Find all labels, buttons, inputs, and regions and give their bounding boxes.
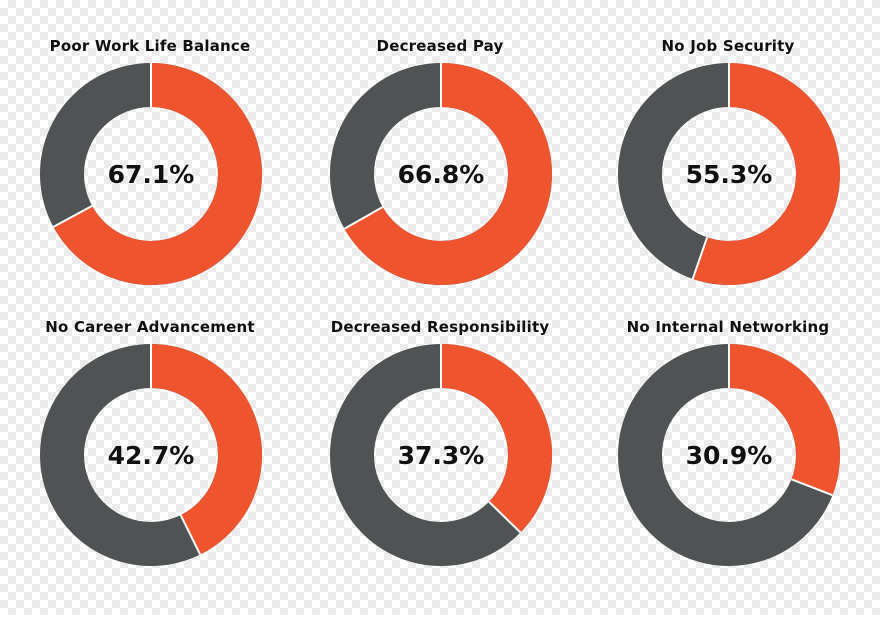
donut-chart-decreased-responsibility: Decreased Responsibility 37.3% xyxy=(295,281,585,566)
donut-chart-no-internal-networking: No Internal Networking 30.9% xyxy=(583,281,873,566)
footer-strip xyxy=(0,615,880,629)
arc-end-separator xyxy=(791,478,833,497)
chart-title: Decreased Responsibility xyxy=(330,318,550,336)
chart-title: Poor Work Life Balance xyxy=(49,37,251,55)
donut-svg: 42.7% xyxy=(40,344,262,566)
chart-title: Decreased Pay xyxy=(376,37,504,55)
chart-title: No Internal Networking xyxy=(626,318,830,336)
percentage-label: 42.7% xyxy=(108,441,195,470)
donut-chart-poor-work-life-balance: Poor Work Life Balance 67.1% xyxy=(5,0,295,285)
donut-svg: 30.9% xyxy=(618,344,840,566)
donut-value-arc xyxy=(440,344,552,533)
percentage-label: 55.3% xyxy=(686,160,773,189)
chart-title: No Job Security xyxy=(661,37,795,55)
donut-svg: 37.3% xyxy=(330,344,552,566)
arc-end-separator xyxy=(488,501,522,534)
percentage-label: 37.3% xyxy=(398,441,485,470)
donut-value-arc xyxy=(692,63,840,285)
arc-end-separator xyxy=(179,514,202,555)
donut-value-arc xyxy=(150,344,262,555)
donut-chart-no-job-security: No Job Security 55.3% xyxy=(583,0,873,285)
percentage-label: 66.8% xyxy=(398,160,485,189)
donut-value-arc xyxy=(53,63,262,285)
donut-chart-no-career-advancement: No Career Advancement 42.7% xyxy=(5,281,295,566)
chart-title: No Career Advancement xyxy=(45,318,255,336)
donut-svg: 67.1% xyxy=(40,63,262,285)
donut-chart-decreased-pay: Decreased Pay 66.8% xyxy=(295,0,585,285)
arc-end-separator xyxy=(343,206,384,230)
percentage-label: 67.1% xyxy=(108,160,195,189)
arc-end-separator xyxy=(52,205,93,228)
donut-value-arc xyxy=(728,344,840,496)
donut-svg: 66.8% xyxy=(330,63,552,285)
percentage-label: 30.9% xyxy=(686,441,773,470)
arc-end-separator xyxy=(691,236,709,280)
donut-svg: 55.3% xyxy=(618,63,840,285)
donut-value-arc xyxy=(344,63,552,285)
